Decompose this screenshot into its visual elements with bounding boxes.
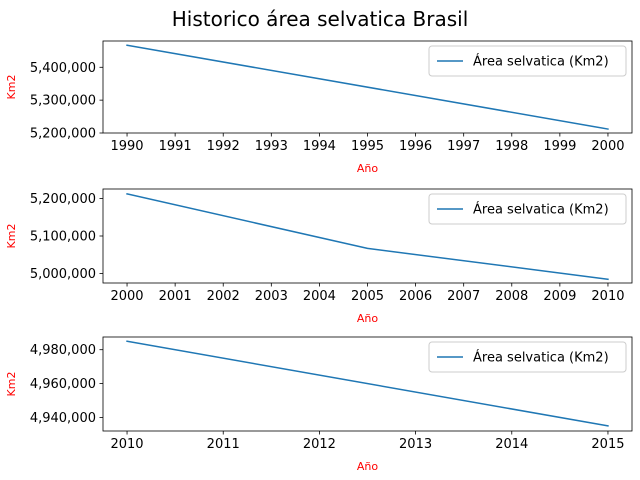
y-axis-label: Km2 (5, 372, 18, 397)
x-tick-label: 2013 (399, 437, 432, 452)
subplots: 1990 1991 1992 1993 1994 1995 1996 1997 1998 1999… (5, 40, 633, 473)
x-tick-label: 2001 (159, 289, 192, 304)
x-tick-label: 2007 (447, 289, 480, 304)
x-tick-label: 1990 (110, 139, 143, 154)
x-tick-label: 2009 (543, 289, 576, 304)
x-tick-label: 2000 (110, 289, 143, 304)
series-line-1 (126, 192, 609, 281)
subplot-3: 2010 2011 2012 2013 2014 2015 4,940,000 4,960,0… (5, 336, 633, 473)
x-tick-label: 1997 (447, 139, 480, 154)
y-tick-label: 5,200,000 (30, 192, 96, 207)
x-tick-label: 1994 (303, 139, 336, 154)
figure-title: Historico área selvatica Brasil (172, 7, 469, 31)
x-tick-label: 2002 (207, 289, 240, 304)
x-tick-label: 1996 (399, 139, 432, 154)
legend-box (428, 45, 627, 77)
legend-box (428, 341, 627, 373)
y-tick-label: 4,960,000 (30, 377, 96, 392)
x-tick-label: 2000 (591, 139, 624, 154)
legend-label: Área selvatica (Km2) (473, 350, 609, 366)
x-tick-label: 2004 (303, 289, 336, 304)
x-tick-label: 2015 (591, 437, 624, 452)
legend: Área selvatica (Km2) (428, 45, 627, 77)
x-axis-label: Año (357, 162, 378, 175)
y-tick-label: 4,980,000 (30, 343, 96, 358)
y-axis-label: Km2 (5, 75, 18, 100)
legend-box (428, 193, 627, 225)
x-tick-label: 1998 (495, 139, 528, 154)
y-axis-label: Km2 (5, 224, 18, 249)
legend-label: Área selvatica (Km2) (473, 54, 609, 70)
x-tick-label: 2014 (495, 437, 528, 452)
x-tick-label: 2005 (351, 289, 384, 304)
y-tick-label: 5,200,000 (30, 127, 96, 142)
x-tick-label: 2011 (207, 437, 240, 452)
x-axis-label: Año (357, 460, 378, 473)
x-tick-label: 1995 (351, 139, 384, 154)
x-tick-label: 2012 (303, 437, 336, 452)
x-tick-label: 1991 (159, 139, 192, 154)
subplot-2: 2000 2001 2002 2003 2004 2005 2006 2007 2008 2009… (5, 188, 633, 325)
y-tick-label: 5,000,000 (30, 267, 96, 282)
legend-label: Área selvatica (Km2) (473, 202, 609, 218)
y-tick-label: 4,940,000 (30, 411, 96, 426)
x-tick-label: 1993 (255, 139, 288, 154)
y-tick-label: 5,100,000 (30, 230, 96, 245)
legend: Área selvatica (Km2) (428, 193, 627, 225)
x-tick-label: 2003 (255, 289, 288, 304)
series-line-1 (126, 340, 609, 427)
x-tick-label: 2008 (495, 289, 528, 304)
x-tick-label: 2010 (110, 437, 143, 452)
x-tick-label: 2010 (591, 289, 624, 304)
legend: Área selvatica (Km2) (428, 341, 627, 373)
x-tick-label: 2006 (399, 289, 432, 304)
series-line-1 (126, 44, 609, 130)
axes-frame (102, 336, 633, 432)
y-tick-label: 5,300,000 (30, 94, 96, 109)
x-tick-label: 1999 (543, 139, 576, 154)
x-axis-label: Año (357, 312, 378, 325)
x-tick-label: 1992 (207, 139, 240, 154)
subplot-1: 1990 1991 1992 1993 1994 1995 1996 1997 1998 1999… (5, 40, 633, 175)
y-tick-label: 5,400,000 (30, 61, 96, 76)
